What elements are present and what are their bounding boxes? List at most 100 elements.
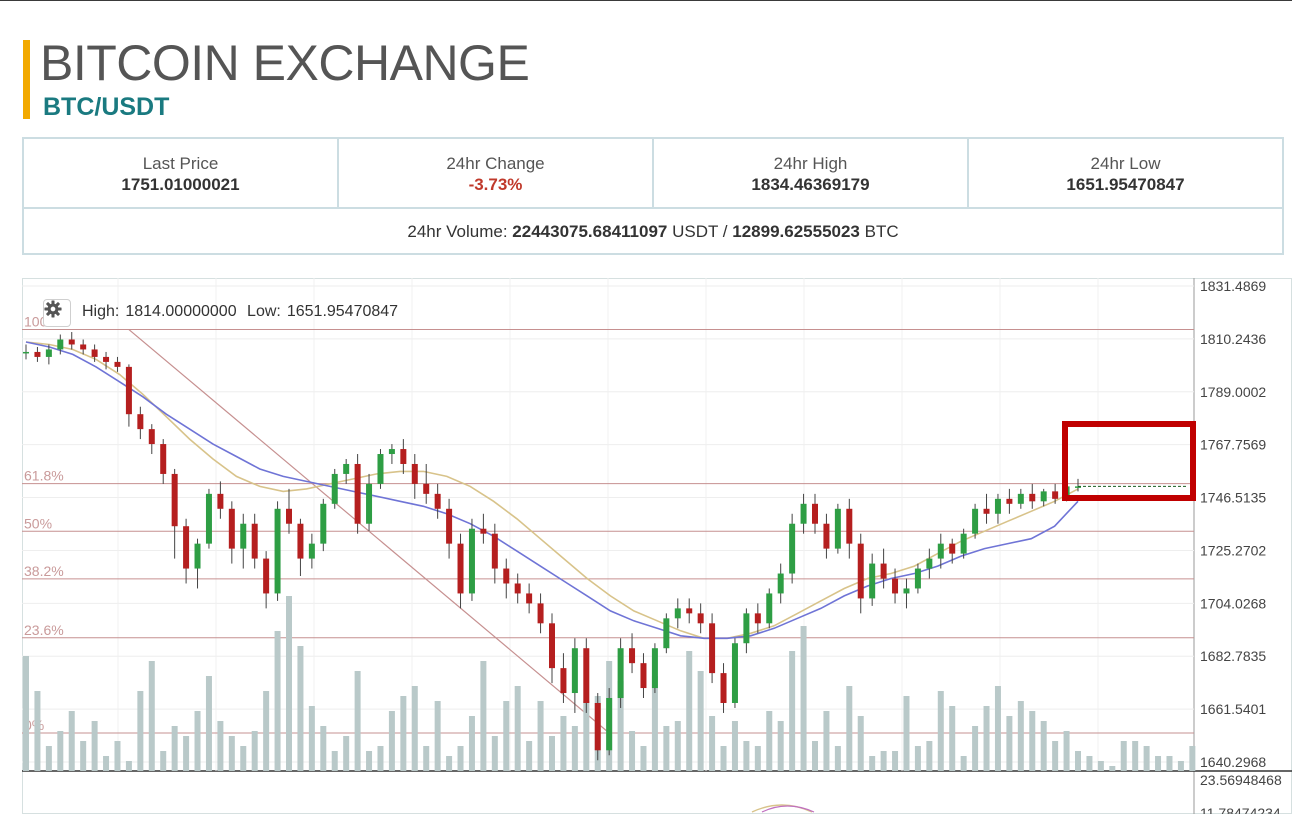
volume-bar [114, 741, 121, 771]
volume-bar [1132, 741, 1139, 771]
volume-bar [1166, 756, 1173, 771]
volume-bar [354, 671, 361, 771]
highlight-box [1062, 421, 1196, 501]
candle-body [194, 543, 201, 569]
candle-body [468, 528, 475, 594]
price-tick-label: 1682.7835 [1200, 648, 1266, 664]
high-value: 1834.46369179 [751, 175, 870, 194]
candle-body [914, 568, 921, 589]
indicator-curve-slow [761, 805, 815, 813]
candle-body [697, 613, 704, 624]
stat-label: 24hr High [773, 154, 848, 173]
volume-bar [777, 721, 784, 771]
volume-bar [754, 746, 761, 771]
candle-body [137, 414, 144, 430]
candle-body [766, 593, 773, 624]
low-label: Low: [247, 303, 281, 320]
page-title: BITCOIN EXCHANGE [40, 35, 530, 91]
candle-body [434, 493, 441, 509]
volume-bar [903, 696, 910, 771]
volume-bar [617, 681, 624, 771]
candle-body [400, 449, 407, 464]
market-stats-panel: Last Price 1751.01000021 24hr Change -3.… [22, 137, 1284, 255]
candle-body [240, 523, 247, 549]
candle-body [583, 648, 590, 703]
candle-body [1006, 498, 1013, 504]
volume-bar [411, 686, 418, 771]
volume-bar [1120, 741, 1127, 771]
change-value: -3.73% [468, 175, 523, 194]
volume-bar [491, 736, 498, 771]
candle-body [880, 563, 887, 579]
candle-body [68, 339, 75, 345]
candle-body [411, 463, 418, 484]
volume-bar [1086, 756, 1093, 771]
candle-body [320, 503, 327, 544]
candle-body [834, 508, 841, 549]
candle-body [571, 648, 578, 694]
volume-bar [743, 741, 750, 771]
candle-body [114, 361, 121, 367]
volume-bar [434, 701, 441, 771]
volume-bar [148, 661, 155, 771]
chart-settings-button[interactable] [43, 299, 71, 327]
candle-body [869, 563, 876, 599]
volume-bar [526, 741, 533, 771]
candle-body [720, 673, 727, 703]
candle-body [926, 558, 933, 569]
moving-average-slow [25, 341, 1079, 640]
candle-body [80, 344, 87, 350]
candle-body [686, 608, 693, 614]
stat-label: 24hr Low [1090, 154, 1161, 173]
volume-bar [914, 746, 921, 771]
volume-bar [308, 706, 315, 771]
volume-bar [549, 736, 555, 771]
volume-bar [1006, 716, 1013, 771]
moving-average-fast [25, 341, 1079, 640]
price-tick-label: 1789.0002 [1200, 384, 1266, 400]
volume-bar [983, 706, 990, 771]
candle-body [446, 508, 453, 544]
volume-bar [537, 701, 544, 771]
volume-bar [446, 756, 453, 771]
stat-label: 24hr Change [446, 154, 545, 173]
candle-body [823, 523, 830, 549]
volume-bar [274, 631, 281, 771]
candle-body [423, 483, 430, 494]
chart-canvas[interactable]: 1831.4869 1810.2436 1789.0002 1767.7569 1746… [22, 278, 1292, 814]
candle-body [45, 349, 52, 357]
candle-body [560, 668, 567, 694]
volume-bar [846, 686, 853, 771]
candle-body [1040, 491, 1047, 502]
volume-bar [686, 651, 693, 771]
volume-bar [57, 731, 64, 771]
volume-bar [869, 756, 876, 771]
candle-body [217, 493, 224, 509]
candle-body [263, 558, 270, 594]
candle-body [388, 449, 395, 455]
volume-bar [263, 691, 270, 771]
candle-body [23, 351, 29, 354]
candle-body [617, 648, 624, 699]
candle-body [491, 533, 498, 569]
candle-body [789, 523, 796, 574]
volume-bar [880, 751, 887, 771]
volume-bar [800, 626, 807, 771]
volume-bar [1177, 761, 1184, 771]
price-tick-label: 1661.5401 [1200, 701, 1266, 717]
candle-body [960, 533, 967, 554]
price-chart[interactable]: 1831.4869 1810.2436 1789.0002 1767.7569 1746… [22, 278, 1292, 814]
volume-tick-label: 11.78474234 [1200, 805, 1281, 814]
volume-bar [823, 711, 830, 771]
volume-bar [560, 716, 567, 771]
volume-bar [651, 676, 658, 771]
candle-body [709, 623, 716, 674]
candle-body [228, 508, 235, 549]
candle-body [629, 648, 636, 664]
candle-body [377, 454, 384, 484]
volume-bar [1189, 746, 1196, 771]
volume-label: 24hr Volume: [407, 222, 508, 241]
volume-bar [137, 691, 144, 771]
candle-body [457, 543, 464, 594]
volume-bar [343, 736, 350, 771]
